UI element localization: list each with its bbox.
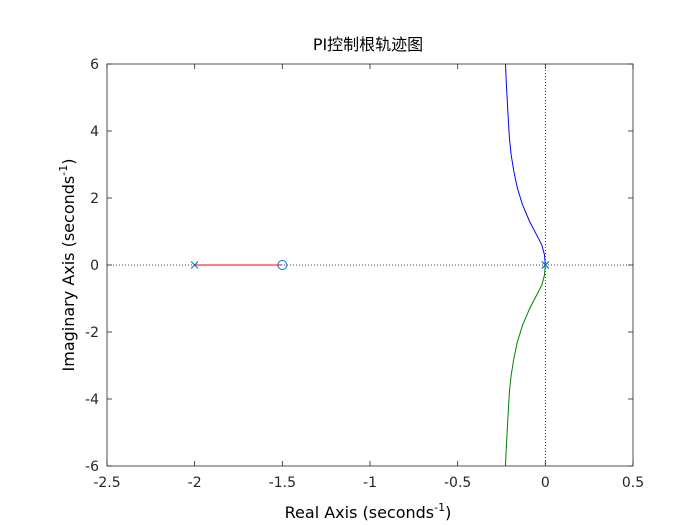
y-tick-label: 0: [90, 258, 99, 274]
x-tick-label: 0.5: [622, 475, 644, 491]
x-axis-label-exponent: -1: [434, 501, 445, 514]
locus-branches: [194, 63, 546, 467]
x-axis-label-close: ): [445, 503, 451, 522]
y-axis-label-text: Imaginary Axis (seconds: [59, 176, 78, 372]
x-tick-label: -1.5: [269, 475, 296, 491]
y-axis-label: Imaginary Axis (seconds-1): [57, 159, 78, 372]
pole-zero-markers: [190, 260, 550, 270]
y-tick-label: -4: [85, 392, 99, 408]
pole-marker-0: [190, 261, 199, 269]
x-tick-label: 0: [541, 475, 550, 491]
x-tick-label: -2: [188, 475, 202, 491]
zero-marker-0: [277, 260, 288, 270]
y-tick-label: -6: [85, 459, 99, 475]
y-tick-label: 6: [90, 57, 99, 73]
locus-branch-1: [505, 264, 546, 467]
x-axis-ticks: -2.5 -2 -1.5 -1 -0.5 0 0.5: [93, 64, 644, 491]
x-tick-label: -1: [363, 475, 377, 491]
y-tick-label: -2: [85, 325, 99, 341]
x-axis-label: Real Axis (seconds-1): [285, 501, 452, 522]
y-tick-label: 4: [90, 124, 99, 140]
chart-title: PI控制根轨迹图: [313, 35, 423, 54]
pole-marker-2: [541, 261, 550, 269]
y-axis-label-close: ): [59, 159, 78, 165]
x-axis-label-text: Real Axis (seconds: [285, 503, 435, 522]
y-axis-ticks: -6 -4 -2 0 2 4 6: [85, 57, 633, 475]
x-tick-label: -0.5: [444, 475, 471, 491]
locus-branch-0: [505, 63, 546, 266]
y-axis-label-exponent: -1: [57, 165, 70, 176]
x-tick-label: -2.5: [93, 475, 120, 491]
y-tick-label: 2: [90, 191, 99, 207]
